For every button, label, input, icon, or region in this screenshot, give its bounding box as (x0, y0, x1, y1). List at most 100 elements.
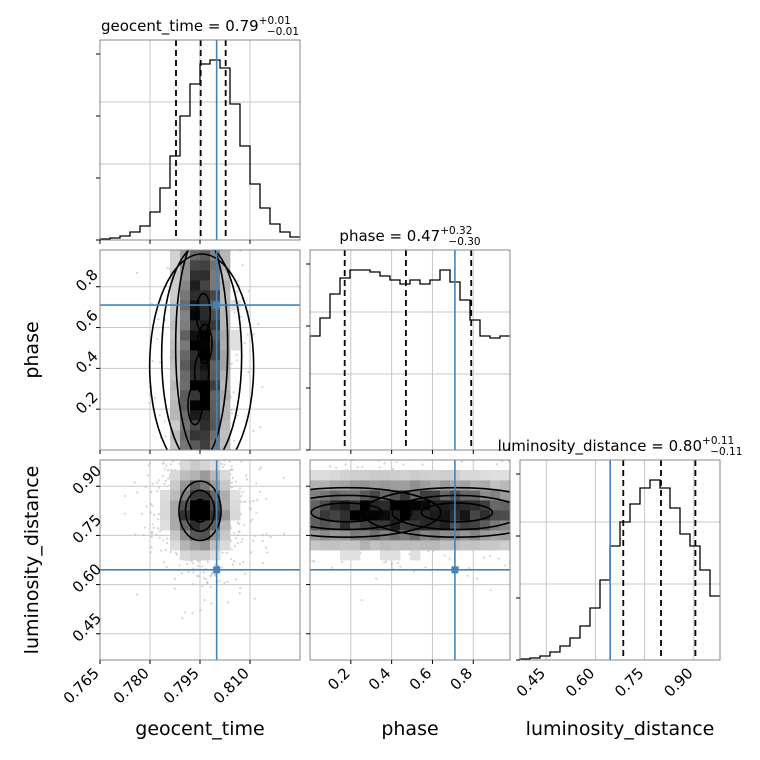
sample-point (196, 564, 200, 567)
density-cell (390, 470, 401, 481)
density-cell (340, 510, 351, 521)
density-cell (430, 540, 441, 551)
density-cell (160, 500, 171, 511)
sample-point (143, 526, 146, 529)
sample-point (253, 597, 256, 600)
density-cell (170, 390, 181, 401)
sample-point (245, 474, 248, 477)
density-cell (190, 550, 201, 561)
sample-point (167, 477, 170, 480)
density-cell (210, 550, 221, 561)
sample-point (247, 290, 250, 293)
sample-point (153, 513, 156, 517)
sample-point (495, 462, 498, 466)
density-cell (200, 470, 211, 481)
sample-point (236, 414, 239, 417)
density-cell (210, 520, 221, 531)
density-cell (490, 470, 501, 481)
density-cell (480, 530, 491, 541)
sample-point (243, 524, 246, 527)
density-cell (360, 480, 371, 491)
sample-point (249, 508, 252, 511)
title-plus-error: +0.32 (440, 225, 472, 237)
density-cell (380, 520, 391, 531)
sample-point (174, 551, 178, 554)
sample-point (162, 561, 166, 564)
density-cell (200, 400, 211, 411)
sample-point (236, 290, 239, 293)
density-cell (220, 280, 231, 291)
sample-point (151, 482, 154, 485)
density-cell (200, 370, 211, 381)
density-cell (350, 530, 361, 541)
sample-point (235, 359, 239, 362)
density-cell (180, 530, 191, 541)
sample-point (230, 408, 233, 412)
x-axis-label-geocent_time: geocent_time (135, 718, 264, 740)
density-cell (380, 490, 391, 501)
density-cell (360, 490, 371, 501)
contour-line (178, 480, 222, 542)
density-cell (200, 320, 211, 331)
density-cell (500, 470, 510, 481)
density-cell (190, 460, 201, 471)
density-cell (410, 550, 421, 561)
sample-point (497, 557, 500, 560)
density-cell (310, 520, 321, 531)
density-cell (380, 470, 391, 481)
histogram-step-phase (309, 269, 510, 450)
sample-point (256, 499, 259, 502)
sample-point (214, 563, 217, 566)
density-cell (160, 520, 171, 531)
density-cell (500, 520, 510, 531)
density-cell (170, 470, 181, 481)
sample-point (178, 564, 181, 567)
density-cell (320, 510, 331, 521)
density-cell (350, 540, 361, 551)
density-cell (170, 500, 181, 511)
sample-point (197, 560, 200, 563)
density-cell (430, 490, 441, 501)
density-cell (210, 480, 221, 491)
density-cell (160, 510, 171, 521)
sample-point (164, 435, 167, 438)
sample-point (252, 539, 255, 542)
density-cell (230, 330, 241, 341)
title-text: geocent_time = 0.79 (101, 17, 259, 36)
density-cell (480, 480, 491, 491)
density-cell (440, 480, 451, 491)
density-cell (180, 330, 191, 341)
density-cell (190, 520, 201, 531)
sample-point (160, 299, 163, 302)
density-cell (190, 480, 201, 491)
density-cell (170, 380, 181, 391)
histogram-step-luminosity_distance (519, 479, 720, 660)
sample-point (235, 578, 238, 581)
density-cell (170, 510, 181, 521)
density-cell (390, 550, 401, 561)
density-cell (370, 470, 381, 481)
contour-line (391, 494, 510, 531)
sample-point (165, 464, 168, 467)
density-cell (370, 500, 381, 511)
sample-point (230, 465, 233, 468)
sample-point (244, 500, 247, 503)
density-cell (190, 320, 201, 331)
sample-point (421, 463, 424, 466)
sample-point (259, 466, 263, 469)
sample-point (448, 557, 451, 560)
density-cell (180, 290, 191, 301)
sample-point (210, 602, 213, 605)
density-cell (470, 540, 481, 551)
density-cell (490, 510, 501, 521)
sample-point (164, 548, 167, 552)
sample-point (124, 512, 127, 515)
contour-line (193, 352, 210, 393)
sample-point (151, 504, 154, 507)
sample-point (150, 546, 153, 549)
density-cell (200, 340, 211, 351)
sample-point (157, 486, 160, 489)
density-cell (200, 500, 211, 511)
sample-point (255, 482, 258, 485)
density-cell (380, 500, 391, 511)
